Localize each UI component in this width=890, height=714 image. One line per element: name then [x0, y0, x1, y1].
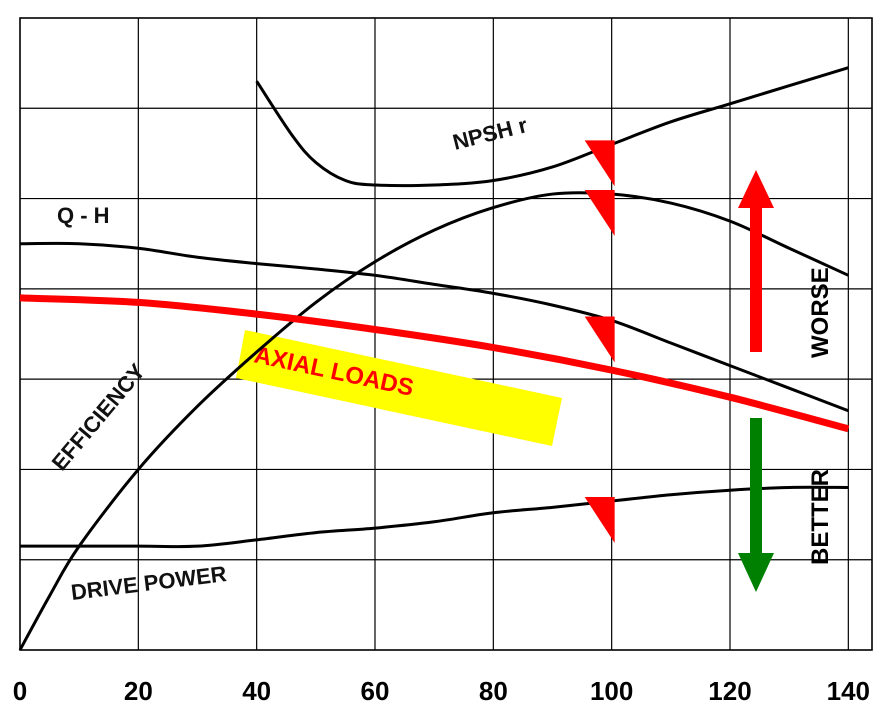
worse-label: WORSE	[807, 267, 834, 358]
x-axis-ticks: 0 20 40 60 80 100 120 140	[13, 676, 870, 706]
series-line-efficiency	[18, 191, 849, 651]
plot-border	[19, 17, 873, 651]
chart-grid	[19, 17, 873, 651]
marker-triangle	[584, 316, 615, 363]
axial-loads-label-group: AXIAL LOADS	[236, 330, 562, 446]
x-tick-label: 40	[242, 676, 271, 706]
worse-arrow	[738, 170, 774, 352]
x-tick-label: 0	[13, 676, 27, 706]
better-label: BETTER	[807, 469, 834, 565]
series-line-npsh-r	[255, 66, 849, 188]
series-line-q-h	[19, 241, 849, 413]
efficiency-label: EFFICIENCY	[47, 359, 150, 476]
series-lines	[18, 66, 850, 651]
marker-triangle	[584, 140, 615, 187]
series-line-drive-power	[20, 485, 849, 549]
drive-power-label: DRIVE POWER	[70, 561, 228, 605]
marker-triangle	[584, 190, 615, 237]
x-tick-label: 100	[590, 676, 633, 706]
x-tick-label: 20	[124, 676, 153, 706]
x-tick-label: 120	[708, 676, 751, 706]
x-tick-label: 140	[827, 676, 870, 706]
x-tick-label: 60	[361, 676, 390, 706]
qh-label: Q - H	[57, 203, 110, 228]
npsh-label: NPSH r	[450, 112, 530, 155]
marker-triangle	[584, 497, 615, 544]
axial-loads-band	[236, 330, 562, 446]
series-markers	[584, 140, 615, 544]
x-tick-label: 80	[479, 676, 508, 706]
series-line-axial-loads	[19, 294, 850, 433]
better-arrow	[738, 418, 774, 592]
